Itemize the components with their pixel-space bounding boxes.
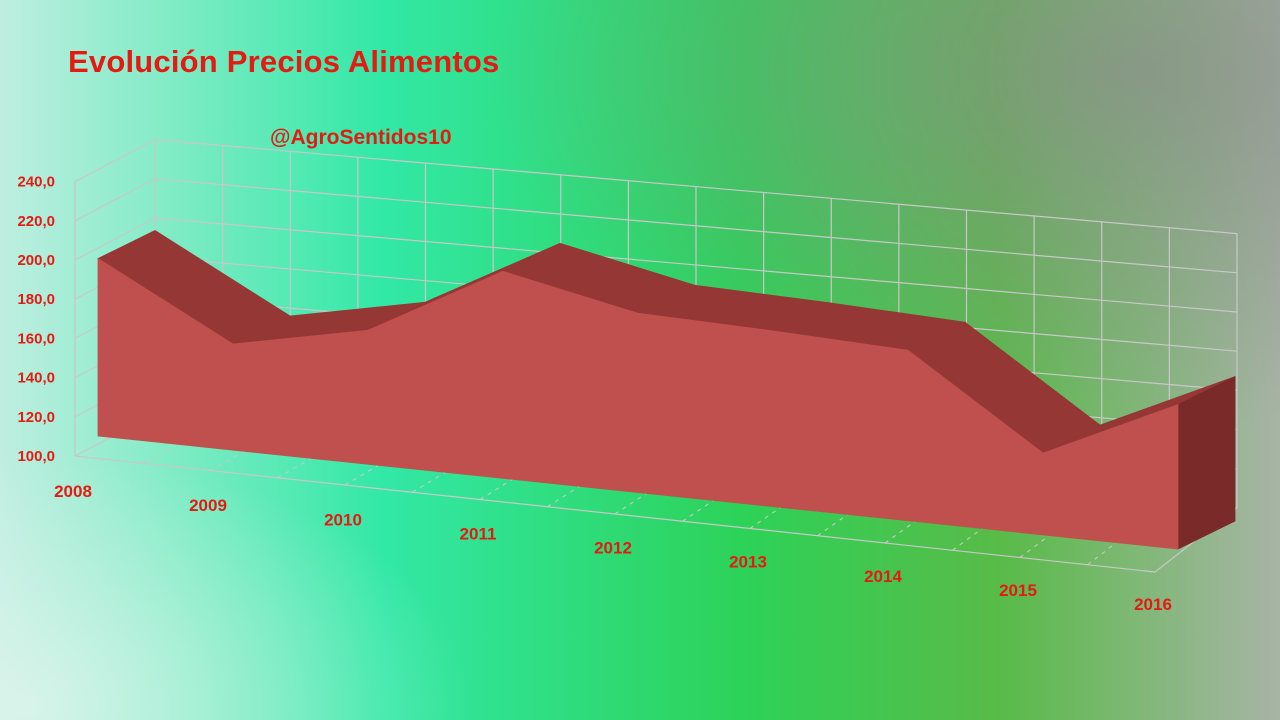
x-axis-tick-label: 2010 — [324, 510, 362, 529]
area-front-face — [97, 257, 1179, 550]
chart-axis-labels: 100,0 120,0 140,0 160,0 180,0 200,0 220,0 240,0… — [17, 174, 1171, 614]
area-side-face — [1177, 375, 1236, 550]
x-axis-tick-label: 2013 — [729, 553, 767, 572]
y-axis-tick-label: 160,0 — [17, 330, 55, 347]
side-wall-gridline — [74, 178, 156, 222]
chart-area-series — [97, 230, 1236, 550]
x-axis-tick-label: 2011 — [460, 524, 497, 543]
y-axis-tick-label: 100,0 — [17, 448, 55, 465]
x-axis-tick-label: 2008 — [54, 482, 92, 501]
side-wall-gridline — [74, 217, 156, 261]
x-axis-tick-label: 2009 — [189, 496, 227, 515]
y-axis-tick-label: 200,0 — [17, 252, 55, 269]
y-axis-tick-label: 180,0 — [17, 291, 55, 308]
y-axis-tick-label: 140,0 — [17, 370, 55, 387]
x-axis-tick-label: 2016 — [1134, 595, 1172, 614]
x-axis-tick-label: 2015 — [999, 581, 1037, 600]
y-axis-tick-label: 120,0 — [17, 409, 55, 426]
x-axis-tick-label: 2012 — [594, 539, 632, 558]
x-axis-tick-label: 2014 — [864, 567, 902, 586]
chart-subtitle: @AgroSentidos10 — [270, 126, 452, 149]
chart-title: Evolución Precios Alimentos — [68, 44, 500, 79]
y-axis-tick-label: 240,0 — [17, 174, 55, 191]
y-axis-tick-label: 220,0 — [17, 213, 55, 230]
side-wall-gridline — [74, 139, 156, 183]
